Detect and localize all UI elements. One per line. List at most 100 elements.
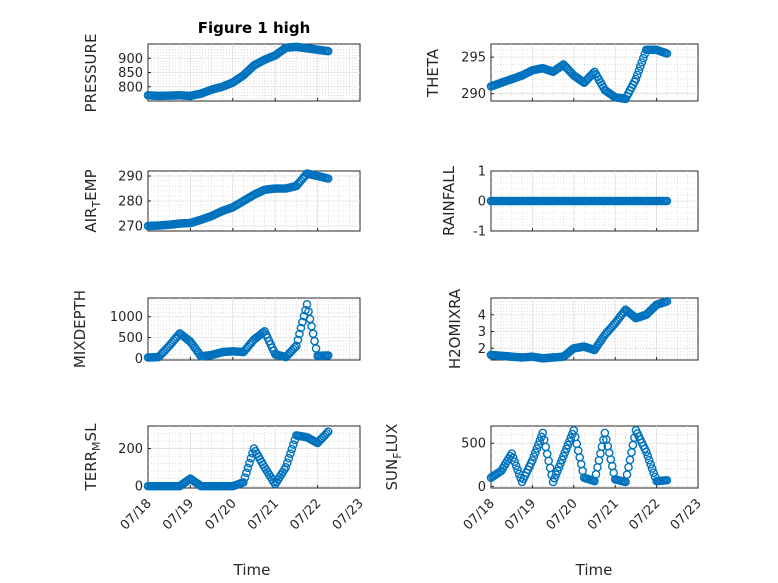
data-point <box>323 46 333 56</box>
y-axis-label: TERRMSL <box>82 423 103 492</box>
data-point <box>513 465 522 475</box>
data-point <box>532 444 542 453</box>
data-point <box>631 74 641 84</box>
y-tick-labels: 270 280 290 <box>118 170 143 235</box>
data-point <box>286 449 295 458</box>
y-tick-label: 290 <box>461 87 486 102</box>
data-point <box>323 351 333 360</box>
y-tick-labels: 0 200 <box>118 442 143 495</box>
y-tick-label: 850 <box>118 66 143 81</box>
y-tick-labels: 2 3 4 <box>478 308 486 357</box>
subplot-mixdepth: 0 500 1000 MIXDEPTH <box>71 290 361 368</box>
data-point <box>323 427 333 436</box>
y-axis-label: AIRTEMP <box>82 169 103 232</box>
y-tick-label: 295 <box>461 51 486 66</box>
y-tick-label: 4 <box>478 308 486 323</box>
data-point <box>662 49 672 58</box>
y-tick-labels: 0 500 <box>461 437 486 495</box>
y-tick-label: 500 <box>118 331 143 346</box>
x-axis-label: Time <box>575 561 613 579</box>
subplot-air-temp: 270 280 290 AIRTEMP <box>82 169 361 235</box>
plot-title: Figure 1 high <box>198 19 311 37</box>
y-tick-label: 290 <box>118 170 143 185</box>
data-point <box>510 457 519 466</box>
data-point <box>292 341 301 351</box>
data-point <box>636 62 645 71</box>
data-point <box>644 455 654 465</box>
data-point <box>322 428 331 438</box>
data-point <box>243 463 253 473</box>
y-tick-labels: 290 295 <box>461 51 486 103</box>
data-point <box>511 461 521 471</box>
y-axis-label: MIXDEPTH <box>71 290 89 368</box>
data-markers <box>486 45 672 104</box>
data-point <box>287 444 297 454</box>
y-tick-label: 270 <box>118 220 143 235</box>
data-point <box>534 440 543 449</box>
data-point <box>242 468 251 478</box>
subplot-rainfall: -1 0 1 RAINFALL <box>440 165 699 240</box>
y-tick-label: 1 <box>478 165 486 180</box>
data-point <box>531 448 540 457</box>
data-point <box>239 478 248 487</box>
y-tick-label: 1000 <box>110 310 143 325</box>
data-markers <box>486 196 672 206</box>
y-tick-label: 500 <box>461 437 486 452</box>
data-point <box>240 473 250 482</box>
data-point <box>634 66 644 76</box>
y-tick-label: 0 <box>135 480 143 495</box>
data-point <box>662 196 672 206</box>
data-point <box>637 58 647 67</box>
y-tick-label: 0 <box>135 352 143 367</box>
y-axis-label: RAINFALL <box>440 165 458 236</box>
data-point <box>641 447 651 457</box>
y-tick-label: 0 <box>478 195 486 210</box>
data-point <box>638 53 648 63</box>
data-point <box>643 451 653 461</box>
data-point <box>281 463 291 472</box>
data-point <box>649 468 658 478</box>
data-markers <box>486 297 672 363</box>
data-point <box>298 317 307 327</box>
y-tick-label: 2 <box>478 342 486 357</box>
y-tick-label: 800 <box>118 80 143 95</box>
y-tick-label: 200 <box>118 442 143 457</box>
data-point <box>245 458 254 468</box>
y-axis-label: SUNFLUX <box>383 424 404 491</box>
data-point <box>646 460 655 469</box>
data-point <box>323 174 333 183</box>
y-tick-label: 3 <box>478 325 486 340</box>
data-markers <box>143 169 333 231</box>
data-markers <box>143 299 333 362</box>
grid-lines <box>490 426 699 488</box>
data-point <box>293 335 303 345</box>
y-tick-labels: -1 0 1 <box>473 165 486 240</box>
y-tick-labels: 0 500 1000 <box>110 310 143 367</box>
data-point <box>535 436 545 446</box>
data-point <box>662 475 672 485</box>
y-axis-label: H2OMIXRA <box>446 288 464 369</box>
y-tick-label: -1 <box>473 225 486 240</box>
x-axis-label: Time <box>233 561 271 579</box>
y-tick-label: 0 <box>478 480 486 495</box>
data-markers <box>143 427 333 491</box>
y-tick-label: 900 <box>118 52 143 67</box>
data-point <box>508 453 518 462</box>
subplot-theta: 290 295 THETA <box>424 43 699 104</box>
data-point <box>284 453 294 463</box>
data-point <box>662 297 672 306</box>
data-point <box>295 329 304 339</box>
data-point <box>507 449 517 458</box>
data-markers <box>143 42 333 101</box>
y-axis-label: THETA <box>424 48 442 98</box>
data-markers <box>486 426 672 487</box>
subplot-h2omixra: 2 3 4 H2OMIXRA <box>446 288 699 369</box>
data-point <box>283 458 292 468</box>
data-point <box>296 323 306 333</box>
data-point <box>633 70 642 80</box>
y-axis-label: PRESSURE <box>82 34 100 113</box>
data-point <box>290 343 300 352</box>
